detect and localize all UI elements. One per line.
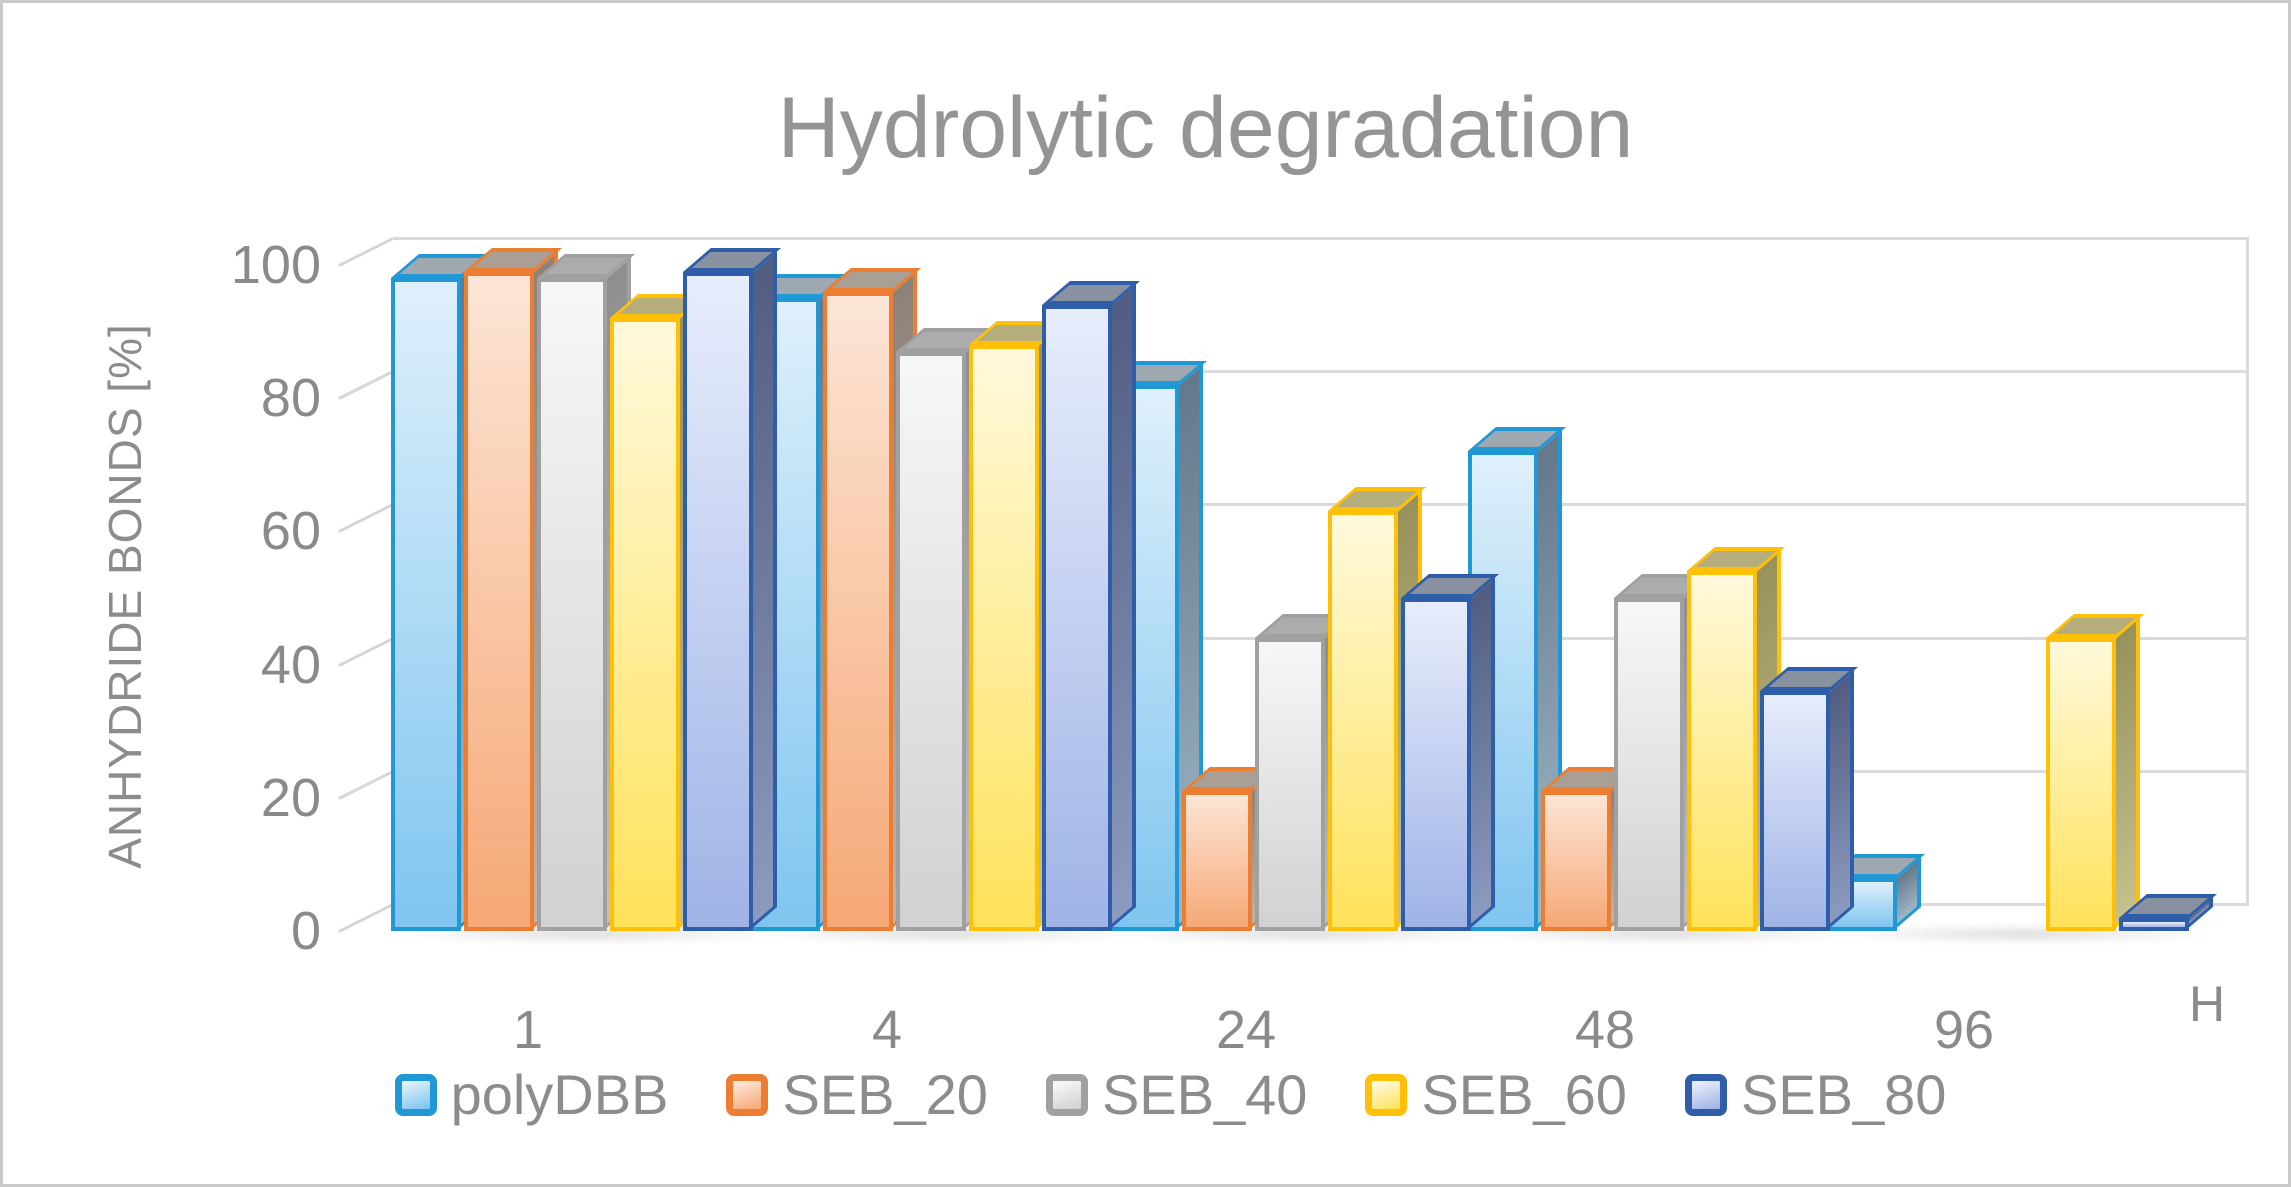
y-tick-label-40: 40 <box>260 634 321 695</box>
bar-SEB_80-1 <box>683 271 753 931</box>
gridline-connector-80 <box>338 370 394 401</box>
gridline-60 <box>393 503 2249 507</box>
bar-SEB_60-48 <box>1687 571 1757 931</box>
legend-item-SEB_20: SEB_20 <box>726 1065 988 1125</box>
gridline-connector-100 <box>338 237 394 267</box>
gridline-connector-40 <box>338 636 394 667</box>
legend-item-SEB_40: SEB_40 <box>1045 1063 1308 1126</box>
x-tick-label-1: 1 <box>512 1000 544 1060</box>
legend-item-SEB_80: SEB_80 <box>1684 1063 1947 1126</box>
bar-side-SEB_60-96 <box>2112 613 2140 931</box>
bar-side-SEB_80-48 <box>1826 667 1854 931</box>
legend-label-SEB_80: SEB_80 <box>1740 1063 1947 1126</box>
bar-SEB_60-1 <box>610 318 680 931</box>
gridline-100 <box>393 237 2249 240</box>
gridline-connector-60 <box>338 503 394 534</box>
bar-SEB_40-4 <box>896 351 966 931</box>
bar-SEB_20-4 <box>823 291 893 931</box>
bar-SEB_60-4 <box>969 344 1039 931</box>
y-tick-label-80: 80 <box>260 368 321 429</box>
plot-right-edge <box>2246 238 2249 904</box>
y-tick-label-60: 60 <box>260 501 321 562</box>
gridline-80 <box>393 370 2249 374</box>
bar-SEB_20-48 <box>1541 791 1611 931</box>
bar-side-SEB_80-24 <box>1467 574 1495 931</box>
legend-item-polyDBB: polyDBB <box>394 1063 669 1126</box>
legend-label-SEB_60: SEB_60 <box>1421 1063 1627 1126</box>
bar-polyDBB-1 <box>391 278 461 931</box>
legend-item-SEB_60: SEB_60 <box>1365 1065 1627 1125</box>
bar-SEB_40-1 <box>537 278 607 931</box>
bar-side-SEB_80-1 <box>749 247 777 931</box>
chart-title: Hydrolytic degradation <box>777 80 1634 176</box>
bar-SEB_40-48 <box>1614 598 1684 931</box>
x-tick-label-4: 4 <box>871 1000 903 1060</box>
bar-SEB_40-24 <box>1255 637 1325 931</box>
bar-SEB_60-24 <box>1328 511 1398 931</box>
bar-SEB_20-24 <box>1182 791 1252 931</box>
legend-swatch-SEB_60 <box>1365 1074 1408 1116</box>
bar-SEB_80-4 <box>1042 304 1112 931</box>
legend-label-SEB_40: SEB_40 <box>1101 1063 1308 1126</box>
x-tick-label-48: 48 <box>1574 1000 1636 1060</box>
legend-label-polyDBB: polyDBB <box>450 1063 669 1126</box>
legend-swatch-SEB_20 <box>726 1074 769 1116</box>
legend-swatch-SEB_40 <box>1045 1074 1088 1116</box>
gridline-connector-0 <box>338 903 394 933</box>
bar-SEB_80-48 <box>1760 691 1830 931</box>
legend-swatch-polyDBB <box>394 1074 437 1116</box>
x-tick-label-96: 96 <box>1933 1000 1995 1060</box>
y-tick-label-0: 0 <box>290 901 321 961</box>
legend: polyDBB SEB_20 SEB_40 SEB_60 SEB_80 <box>28 1063 2288 1126</box>
x-tick-label-24: 24 <box>1215 1000 1277 1060</box>
y-axis-title: ANHYDRIDE BONDS [%] <box>99 323 151 869</box>
legend-label-SEB_20: SEB_20 <box>782 1063 988 1126</box>
y-tick-label-20: 20 <box>260 767 321 828</box>
x-axis-unit-label: H <box>2189 976 2226 1032</box>
bar-SEB_20-1 <box>464 271 534 931</box>
y-tick-label-100: 100 <box>230 235 321 295</box>
gridline-connector-20 <box>338 769 394 800</box>
bar-SEB_60-96 <box>2046 637 2116 931</box>
legend-swatch-SEB_80 <box>1684 1074 1727 1116</box>
bar-SEB_80-96 <box>2119 917 2189 931</box>
bar-side-SEB_80-4 <box>1108 280 1136 931</box>
bar-SEB_80-24 <box>1401 598 1471 931</box>
